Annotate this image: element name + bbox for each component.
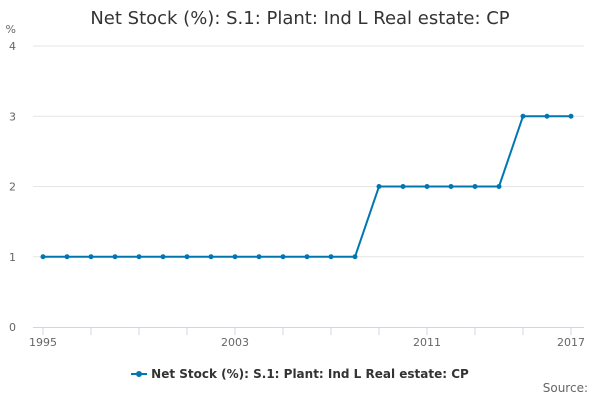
data-point bbox=[424, 184, 430, 189]
data-point bbox=[496, 184, 502, 189]
y-axis-label: % bbox=[6, 23, 16, 36]
data-point bbox=[64, 254, 70, 260]
y-tick-label: 3 bbox=[9, 110, 16, 123]
data-point bbox=[184, 254, 190, 260]
y-tick-label: 2 bbox=[9, 181, 16, 194]
source-label: Source: bbox=[542, 381, 588, 395]
data-point bbox=[520, 113, 526, 119]
data-point bbox=[568, 113, 574, 119]
data-point bbox=[376, 184, 382, 189]
data-point bbox=[208, 254, 214, 260]
data-point bbox=[328, 254, 334, 260]
legend-item[interactable]: Net Stock (%): S.1: Plant: Ind L Real es… bbox=[131, 367, 469, 381]
data-point bbox=[112, 254, 118, 260]
legend-swatch-icon bbox=[131, 371, 148, 377]
x-tick-label: 1995 bbox=[29, 336, 57, 349]
gridlines bbox=[33, 45, 584, 258]
data-point bbox=[232, 254, 238, 260]
data-point bbox=[256, 254, 262, 260]
x-tick-label: 2017 bbox=[557, 336, 585, 349]
y-tick-label: 1 bbox=[9, 251, 16, 264]
data-point bbox=[40, 254, 46, 260]
data-point bbox=[352, 254, 358, 260]
legend-label: Net Stock (%): S.1: Plant: Ind L Real es… bbox=[151, 367, 469, 381]
x-tick-label: 2003 bbox=[221, 336, 249, 349]
data-point bbox=[88, 254, 94, 260]
legend: Net Stock (%): S.1: Plant: Ind L Real es… bbox=[0, 364, 600, 381]
data-point bbox=[448, 184, 454, 189]
y-tick-label: 0 bbox=[9, 321, 16, 334]
chart-title: Net Stock (%): S.1: Plant: Ind L Real es… bbox=[90, 8, 510, 29]
data-point bbox=[160, 254, 166, 260]
y-tick-label: 4 bbox=[9, 40, 16, 53]
axes: 0 1 2 3 4% 1995 2003 2011 2017 bbox=[6, 23, 585, 349]
data-point bbox=[544, 113, 550, 119]
data-point bbox=[472, 184, 478, 189]
data-point bbox=[136, 254, 142, 260]
data-point bbox=[280, 254, 286, 260]
x-tick-label: 2011 bbox=[413, 336, 441, 349]
series-layer bbox=[40, 113, 574, 260]
data-point bbox=[400, 184, 406, 189]
data-point bbox=[304, 254, 310, 260]
